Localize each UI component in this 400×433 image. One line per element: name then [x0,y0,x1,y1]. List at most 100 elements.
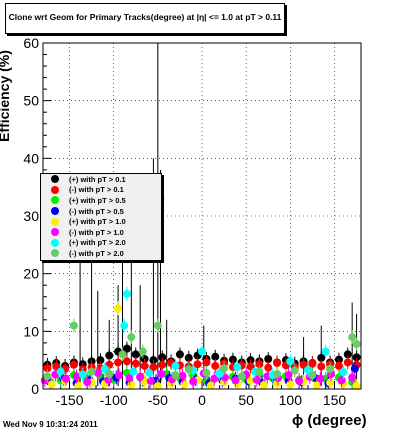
data-point [304,365,312,374]
data-point [273,370,282,379]
data-point [145,368,153,377]
data-point [175,350,184,359]
data-point [206,381,215,390]
data-point [352,340,361,349]
data-point [228,355,237,364]
y-tick-label: 30 [23,208,39,224]
data-point [326,364,335,373]
x-tick-label: 50 [238,392,254,408]
data-point [334,361,343,370]
data-point [105,370,114,379]
x-tick-label: 150 [323,392,347,408]
data-point [343,350,352,359]
data-point [233,363,242,372]
data-point [43,372,52,381]
data-point [114,371,123,380]
data-point [127,333,136,342]
data-point [72,372,81,381]
legend-marker-icon [51,249,59,258]
data-point [231,376,240,385]
data-point [146,376,155,385]
data-point [122,344,131,353]
data-point [352,353,361,362]
data-point [343,358,352,367]
legend-label: (-) with pT > 0.1 [69,185,124,195]
data-point [273,359,282,368]
data-point [312,381,321,390]
data-point [189,377,198,386]
legend-marker-icon [51,228,59,237]
data-point [286,357,295,366]
data-point [140,361,149,370]
data-point [211,361,220,370]
data-point [122,289,131,298]
data-point [131,350,140,359]
y-tick-label: 0 [31,381,39,397]
data-point [202,368,211,377]
y-tick-label: 60 [23,35,39,51]
data-point [171,371,180,380]
data-point [178,371,187,380]
data-point [122,357,131,366]
data-point [87,367,96,376]
data-point [138,347,147,356]
data-point [114,304,123,313]
data-point [295,376,304,385]
data-point [290,366,299,375]
chart-title: Clone wrt Geom for Primary Tracks(degree… [8,12,282,22]
data-point [125,374,134,383]
data-point [136,372,145,381]
data-point [308,371,317,380]
data-point [96,356,105,365]
legend-label: (+) with pT > 1.0 [69,217,126,227]
x-tick-label: -150 [55,392,83,408]
data-point [120,321,129,330]
x-tick-label: -50 [148,392,168,408]
data-point [56,367,65,376]
data-point [350,364,359,373]
data-point [198,347,206,356]
y-tick-label: 40 [23,150,39,166]
data-point [184,365,193,374]
data-point [259,380,268,389]
data-point [237,372,246,381]
legend-item: (-) with pT > 0.5 [41,206,161,217]
data-point [157,370,166,379]
data-point [149,363,158,372]
legend-item: (+) with pT > 2.0 [41,238,161,249]
legend-marker-icon [51,217,59,226]
legend-label: (+) with pT > 0.1 [69,174,126,184]
data-point [299,360,308,369]
data-point [114,358,123,367]
legend-label: (+) with pT > 2.0 [69,238,126,248]
data-point [348,373,357,382]
data-point [339,368,348,377]
data-point [105,351,114,360]
data-point [158,353,167,362]
data-point [52,362,61,371]
data-point [337,376,346,385]
legend-label: (-) with pT > 1.0 [69,227,124,237]
data-point [127,380,136,389]
data-point [246,376,255,385]
data-point [158,360,167,369]
legend-marker-icon [51,175,59,184]
data-point [131,359,140,368]
data-point [78,370,87,379]
data-point [43,364,52,373]
legend-item: (-) with pT > 2.0 [41,248,161,259]
legend-marker-icon [51,207,59,216]
data-point [69,321,78,330]
data-point [264,355,273,364]
data-point [317,353,326,362]
data-point [118,350,127,359]
data-point [129,367,138,376]
data-point [47,380,56,389]
legend-item: (+) with pT > 0.5 [41,195,161,206]
data-point [153,321,162,330]
data-point [246,362,255,371]
data-point [184,353,193,362]
data-point [69,360,78,369]
legend: (+) with pT > 0.1 (-) with pT > 0.1 (+) wi… [40,173,162,261]
